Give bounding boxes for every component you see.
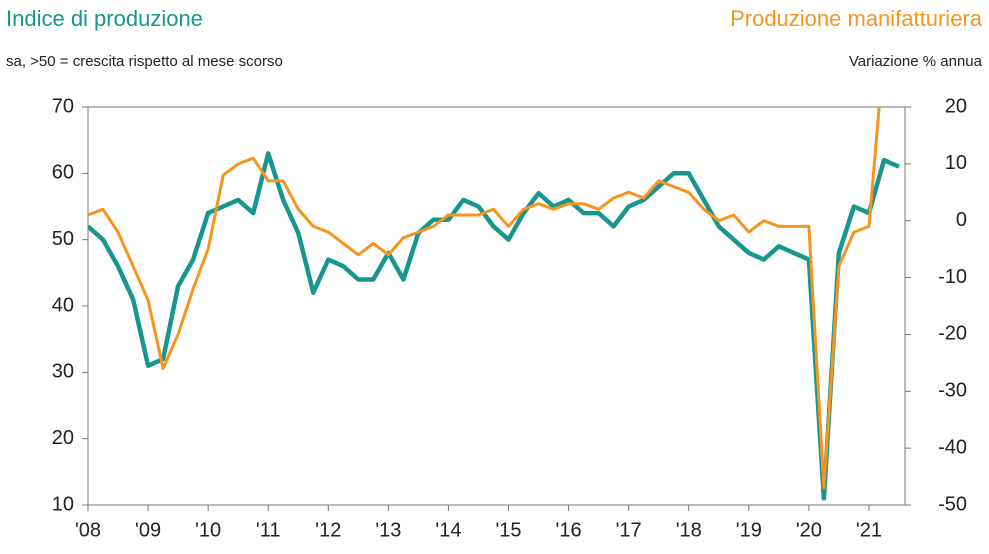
x-tick-label: '10 (195, 519, 221, 541)
x-tick-label: '13 (375, 519, 401, 541)
plot-area (88, 107, 900, 501)
y2-tick-label: -50 (938, 493, 967, 515)
x-tick-label: '14 (435, 519, 461, 541)
y-tick-label: 70 (52, 95, 74, 117)
y-tick-label: 20 (52, 427, 74, 449)
y-tick-label: 40 (52, 294, 74, 316)
x-tick-label: '17 (616, 519, 642, 541)
y2-tick-label: -40 (938, 436, 967, 458)
y2-tick-label: 0 (956, 209, 967, 231)
chart-title: Indice di produzione (6, 6, 203, 31)
y2-tick-label: -30 (938, 380, 967, 402)
y-tick-label: 30 (52, 361, 74, 383)
y-tick-label: 60 (52, 162, 74, 184)
x-tick-label: '16 (556, 519, 582, 541)
y-tick-label: 50 (52, 228, 74, 250)
x-tick-label: '20 (796, 519, 822, 541)
y2-tick-label: -10 (938, 266, 967, 288)
plot-frame (87, 106, 906, 506)
x-tick-label: '08 (75, 519, 101, 541)
x-tick-label: '12 (315, 519, 341, 541)
y-tick-label: 10 (52, 493, 74, 515)
x-tick-label: '15 (495, 519, 521, 541)
x-tick-label: '18 (676, 519, 702, 541)
y2-tick-label: -20 (938, 323, 967, 345)
series-line (88, 151, 900, 501)
chart-subtitle: sa, >50 = crescita rispetto al mese scor… (6, 53, 283, 70)
y2-subtitle: Variazione % annua (849, 53, 983, 70)
x-tick-label: '09 (135, 519, 161, 541)
x-tick-label: '19 (736, 519, 762, 541)
series-line (88, 107, 881, 490)
x-tick-label: '11 (256, 519, 281, 541)
y2-tick-label: 10 (945, 152, 967, 174)
y2-title: Produzione manifatturiera (730, 6, 983, 31)
x-tick-label: '21 (856, 519, 882, 541)
y2-tick-label: 20 (945, 95, 967, 117)
